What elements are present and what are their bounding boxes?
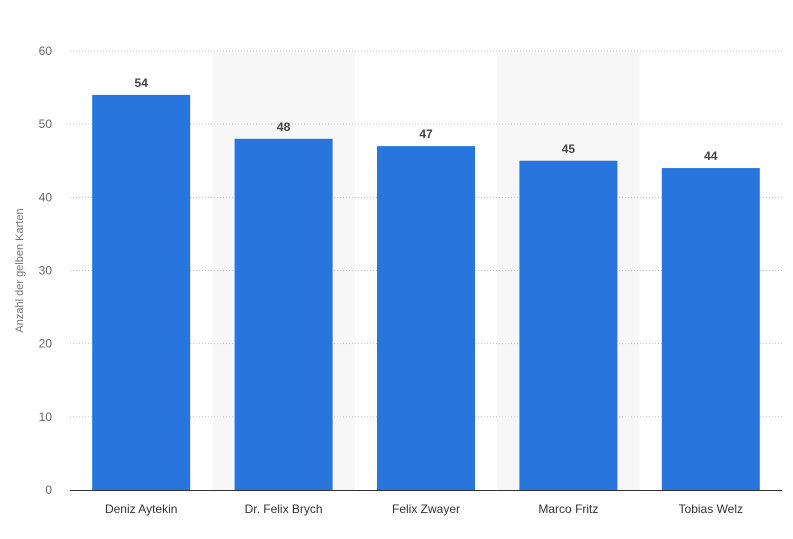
y-tick-label: 20	[39, 337, 53, 351]
value-label: 44	[704, 149, 718, 163]
x-tick-label: Tobias Welz	[679, 502, 743, 516]
x-tick-label: Dr. Felix Brych	[245, 502, 323, 516]
y-tick-label: 50	[39, 117, 53, 131]
y-tick-label: 40	[39, 190, 53, 204]
value-label: 45	[562, 142, 576, 156]
bar[interactable]	[92, 94, 191, 491]
value-label: 54	[135, 76, 149, 90]
y-axis-title: Anzahl der gelben Karten	[14, 208, 26, 332]
y-axis-ticks: 0 10 20 30 40 50 60	[39, 44, 53, 497]
x-axis-labels: Deniz Aytekin Dr. Felix Brych Felix Zwayer…	[105, 502, 743, 516]
bar[interactable]	[377, 146, 475, 490]
bars	[92, 94, 760, 491]
y-tick-label: 60	[39, 44, 53, 58]
y-tick-label: 0	[45, 483, 52, 497]
x-tick-label: Felix Zwayer	[392, 502, 460, 516]
x-tick-label: Marco Fritz	[538, 502, 598, 516]
bar[interactable]	[661, 168, 760, 491]
y-tick-label: 30	[39, 264, 53, 278]
bar[interactable]	[519, 160, 618, 490]
value-label: 47	[419, 127, 433, 141]
y-tick-label: 10	[39, 410, 53, 424]
x-tick-label: Deniz Aytekin	[105, 502, 178, 516]
value-label: 48	[277, 120, 291, 134]
bar[interactable]	[234, 138, 333, 491]
value-labels: 54 48 47 45 44	[135, 76, 718, 163]
